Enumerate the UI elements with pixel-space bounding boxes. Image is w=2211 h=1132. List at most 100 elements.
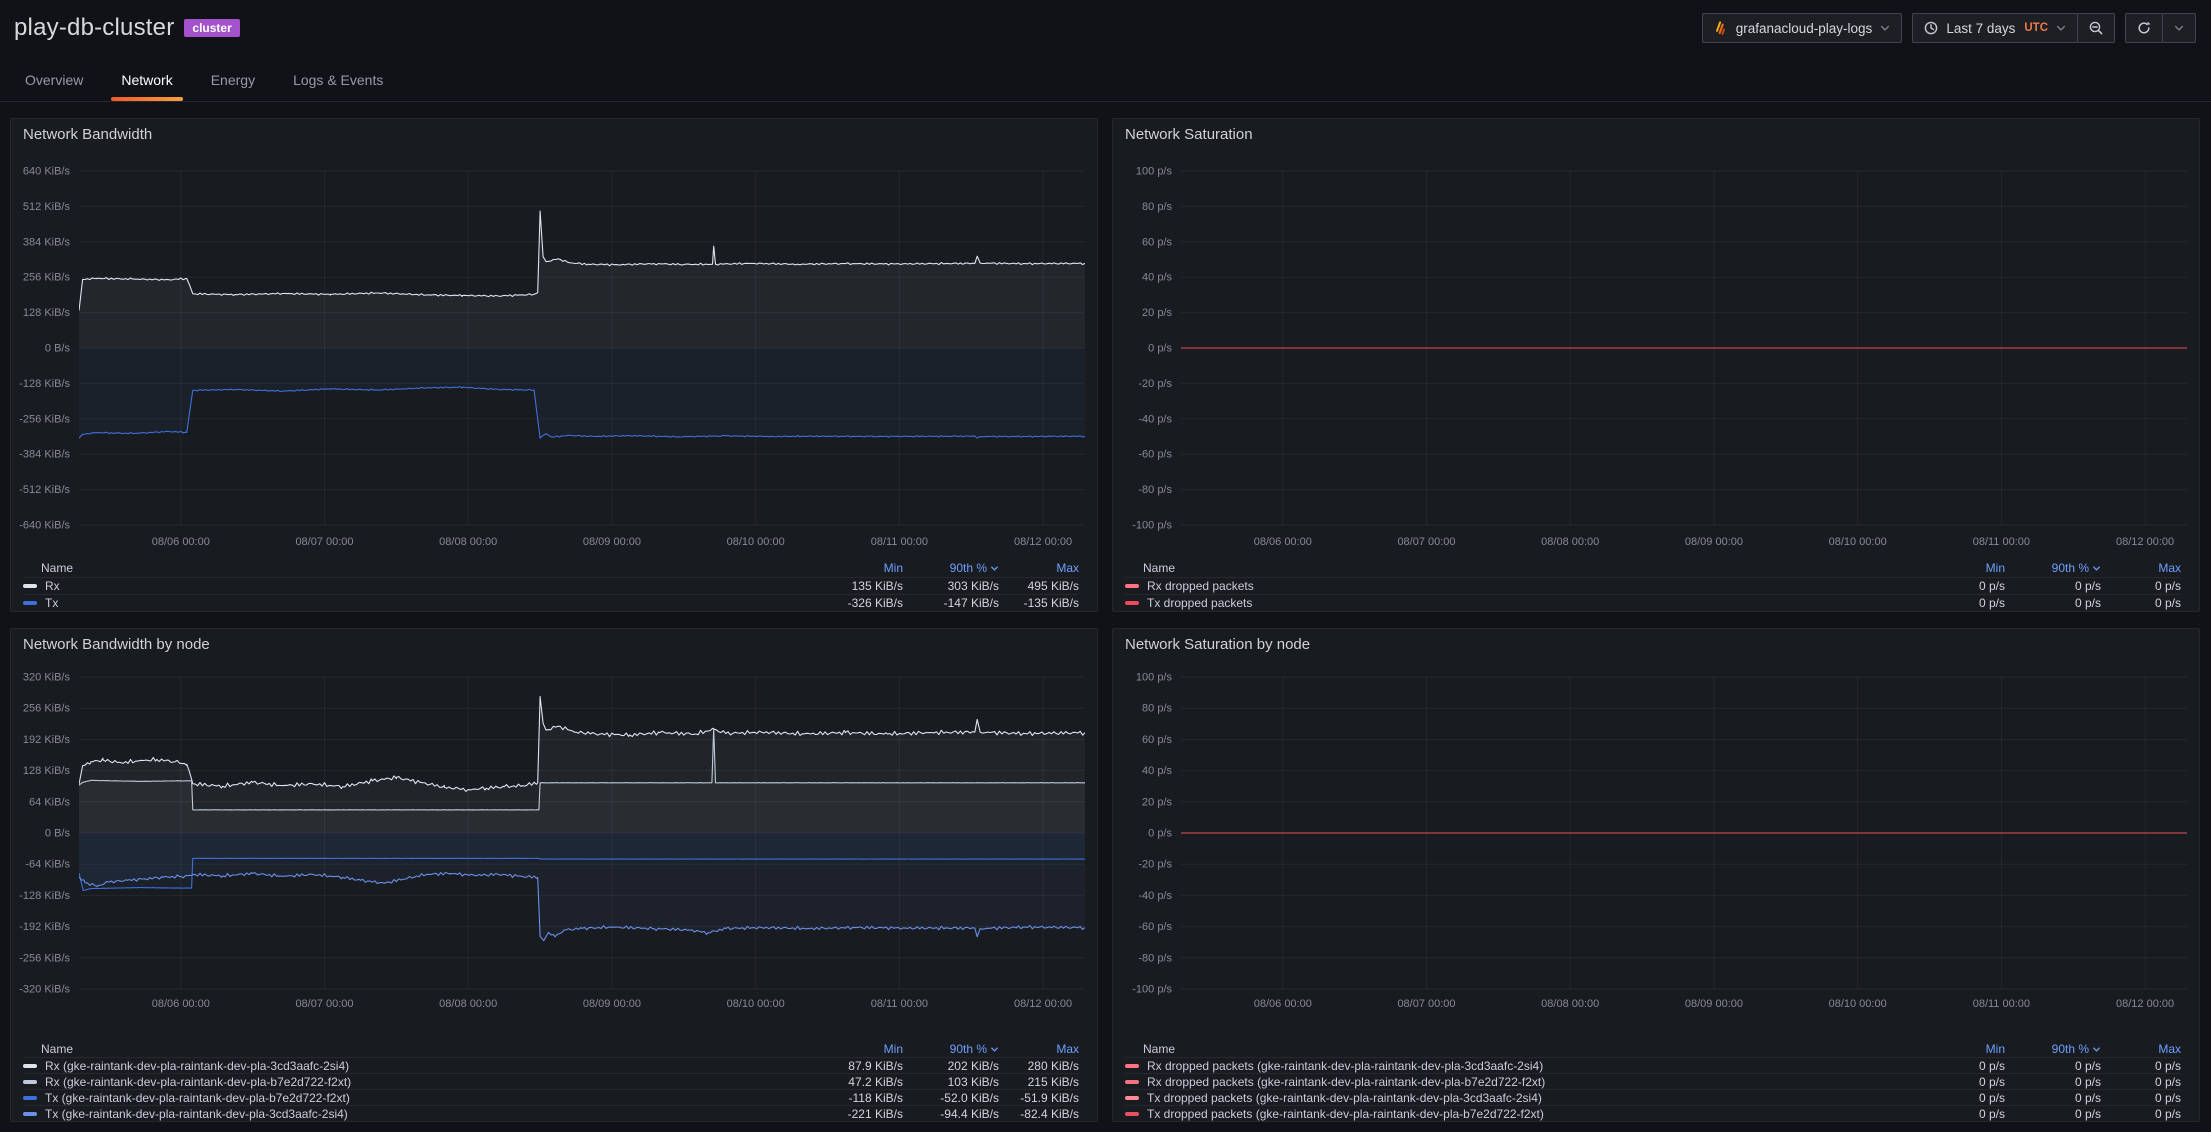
legend-p90-value: 0 p/s: [2074, 596, 2101, 610]
series-fill: [79, 211, 1085, 348]
x-tick-label: 08/11 00:00: [1973, 998, 2030, 1010]
legend-header-min[interactable]: Min: [883, 1042, 903, 1056]
legend-max-value: 0 p/s: [2154, 1074, 2181, 1089]
x-tick-label: 08/09 00:00: [1685, 998, 1743, 1010]
datasource-picker[interactable]: grafanacloud-play-logs: [1701, 13, 1903, 43]
legend-min-value: 47.2 KiB/s: [848, 1074, 903, 1089]
time-series-chart[interactable]: 100 p/s 80 p/s 60 p/s 40 p/s 20 p/s 0 p/s -20 …: [1113, 147, 2199, 559]
legend-p90-value: 0 p/s: [2074, 1074, 2101, 1089]
tab-energy[interactable]: Energy: [210, 72, 256, 88]
legend-header-min[interactable]: Min: [883, 561, 903, 575]
legend-header-name[interactable]: Name: [1143, 561, 1176, 575]
legend-max-value: 215 KiB/s: [1027, 1074, 1079, 1089]
legend-header-name[interactable]: Name: [1143, 1042, 1176, 1056]
legend-row[interactable]: Tx dropped packets 0 p/s 0 p/s 0 p/s: [1125, 595, 2181, 611]
legend-max-value: 0 p/s: [2154, 579, 2181, 593]
y-tick-label: 256 KiB/s: [23, 703, 71, 715]
legend-header-p90[interactable]: 90th %: [2005, 1042, 2101, 1056]
legend-row[interactable]: Rx dropped packets (gke-raintank-dev-pla…: [1125, 1058, 2181, 1074]
panel-title[interactable]: Network Bandwidth by node: [23, 636, 210, 653]
series-line: [79, 857, 1085, 892]
x-tick-label: 08/11 00:00: [871, 998, 928, 1010]
y-tick-label: -80 p/s: [1138, 952, 1172, 964]
legend-row[interactable]: Rx dropped packets (gke-raintank-dev-pla…: [1125, 1074, 2181, 1090]
legend-row[interactable]: Rx dropped packets 0 p/s 0 p/s 0 p/s: [1125, 578, 2181, 595]
x-tick-label: 08/10 00:00: [1829, 998, 1887, 1010]
x-tick-label: 08/09 00:00: [583, 536, 641, 548]
y-tick-label: 60 p/s: [1142, 236, 1172, 248]
y-tick-label: 320 KiB/s: [23, 672, 71, 684]
zoom-out-icon: [2088, 20, 2104, 36]
legend-series-name: Rx dropped packets (gke-raintank-dev-pla…: [1125, 1075, 1917, 1089]
zoom-out-time-button[interactable]: [2077, 13, 2115, 43]
legend-header-p90[interactable]: 90th %: [903, 1042, 999, 1056]
tab-overview[interactable]: Overview: [25, 72, 84, 88]
y-tick-label: -100 p/s: [1132, 984, 1172, 996]
y-tick-label: -20 p/s: [1138, 859, 1172, 871]
legend-header-p90[interactable]: 90th %: [903, 561, 999, 575]
legend-header-max[interactable]: Max: [1056, 1042, 1079, 1056]
y-tick-label: -60 p/s: [1138, 921, 1172, 933]
legend-row[interactable]: Rx (gke-raintank-dev-pla-raintank-dev-pl…: [23, 1074, 1079, 1090]
x-tick-label: 08/06 00:00: [1254, 536, 1312, 548]
x-tick-label: 08/08 00:00: [1541, 998, 1599, 1010]
chevron-down-icon: [2173, 22, 2185, 34]
refresh-button[interactable]: [2125, 13, 2163, 43]
legend-p90-value: -147 KiB/s: [943, 596, 999, 610]
legend-row[interactable]: Tx -326 KiB/s -147 KiB/s -135 KiB/s: [23, 595, 1079, 611]
legend-p90-value: 103 KiB/s: [947, 1074, 999, 1089]
x-tick-label: 08/08 00:00: [439, 536, 497, 548]
panel-grid: Network Bandwidth 640 KiB/s 512 KiB/s 384 …: [10, 118, 2200, 1122]
title-wrap: play-db-cluster cluster: [14, 14, 240, 42]
y-tick-label: -40 p/s: [1138, 890, 1172, 902]
legend-series-name: Rx (gke-raintank-dev-pla-raintank-dev-pl…: [23, 1059, 815, 1073]
legend-row[interactable]: Tx dropped packets (gke-raintank-dev-pla…: [1125, 1090, 2181, 1106]
legend-row[interactable]: Tx dropped packets (gke-raintank-dev-pla…: [1125, 1106, 2181, 1121]
sort-desc-icon: [990, 1045, 999, 1054]
time-series-chart[interactable]: 320 KiB/s 256 KiB/s 192 KiB/s 128 KiB/s 64 K…: [11, 657, 1097, 1041]
page-title: play-db-cluster: [14, 14, 175, 41]
legend-p90-value: 0 p/s: [2074, 1090, 2101, 1105]
panel-title[interactable]: Network Bandwidth: [23, 126, 153, 143]
x-tick-label: 08/07 00:00: [1397, 998, 1455, 1010]
y-tick-label: 0 B/s: [45, 343, 71, 355]
legend-min-value: 0 p/s: [1978, 1090, 2005, 1105]
legend-header-name[interactable]: Name: [41, 1042, 74, 1056]
time-range-picker[interactable]: Last 7 days UTC: [1912, 13, 2078, 43]
tab-network[interactable]: Network: [111, 62, 184, 101]
series-fill: [79, 833, 1085, 941]
legend-max-value: -82.4 KiB/s: [1020, 1106, 1079, 1121]
legend-min-value: -326 KiB/s: [847, 596, 903, 610]
cluster-badge: cluster: [184, 19, 240, 37]
clock-icon: [1923, 20, 1939, 36]
legend-min-value: -118 KiB/s: [848, 1090, 903, 1105]
legend-header-max[interactable]: Max: [2158, 561, 2181, 575]
y-tick-label: -384 KiB/s: [19, 449, 70, 461]
legend-max-value: 0 p/s: [2154, 1058, 2181, 1073]
legend-p90-value: -94.4 KiB/s: [940, 1106, 999, 1121]
panel-title[interactable]: Network Saturation: [1125, 126, 1253, 143]
dashboard-tabs: Overview Network Energy Logs & Events: [0, 56, 2211, 102]
refresh-interval-dropdown[interactable]: [2162, 13, 2196, 43]
legend-row[interactable]: Tx (gke-raintank-dev-pla-raintank-dev-pl…: [23, 1106, 1079, 1121]
legend-p90-value: -52.0 KiB/s: [940, 1090, 999, 1105]
sort-desc-icon: [990, 564, 999, 573]
legend-header-max[interactable]: Max: [2158, 1042, 2181, 1056]
time-series-chart[interactable]: 640 KiB/s 512 KiB/s 384 KiB/s 256 KiB/s 128 …: [11, 147, 1097, 559]
legend-header-name[interactable]: Name: [41, 561, 74, 575]
legend-row[interactable]: Rx (gke-raintank-dev-pla-raintank-dev-pl…: [23, 1058, 1079, 1074]
y-tick-label: -60 p/s: [1138, 449, 1172, 461]
legend-row[interactable]: Tx (gke-raintank-dev-pla-raintank-dev-pl…: [23, 1090, 1079, 1106]
legend-header-min[interactable]: Min: [1985, 561, 2005, 575]
legend-header-max[interactable]: Max: [1056, 561, 1079, 575]
dashboard-header: play-db-cluster cluster grafanacloud-pla…: [0, 0, 2211, 56]
legend-header-p90[interactable]: 90th %: [2005, 561, 2101, 575]
tab-logs-events[interactable]: Logs & Events: [293, 72, 384, 88]
legend-row[interactable]: Rx 135 KiB/s 303 KiB/s 495 KiB/s: [23, 578, 1079, 595]
panel-title[interactable]: Network Saturation by node: [1125, 636, 1311, 653]
y-tick-label: 20 p/s: [1142, 796, 1172, 808]
time-series-chart[interactable]: 100 p/s 80 p/s 60 p/s 40 p/s 20 p/s 0 p/s -20 …: [1113, 657, 2199, 1041]
y-tick-label: 40 p/s: [1142, 765, 1172, 777]
y-tick-label: -192 KiB/s: [19, 921, 70, 933]
legend-header-min[interactable]: Min: [1985, 1042, 2005, 1056]
